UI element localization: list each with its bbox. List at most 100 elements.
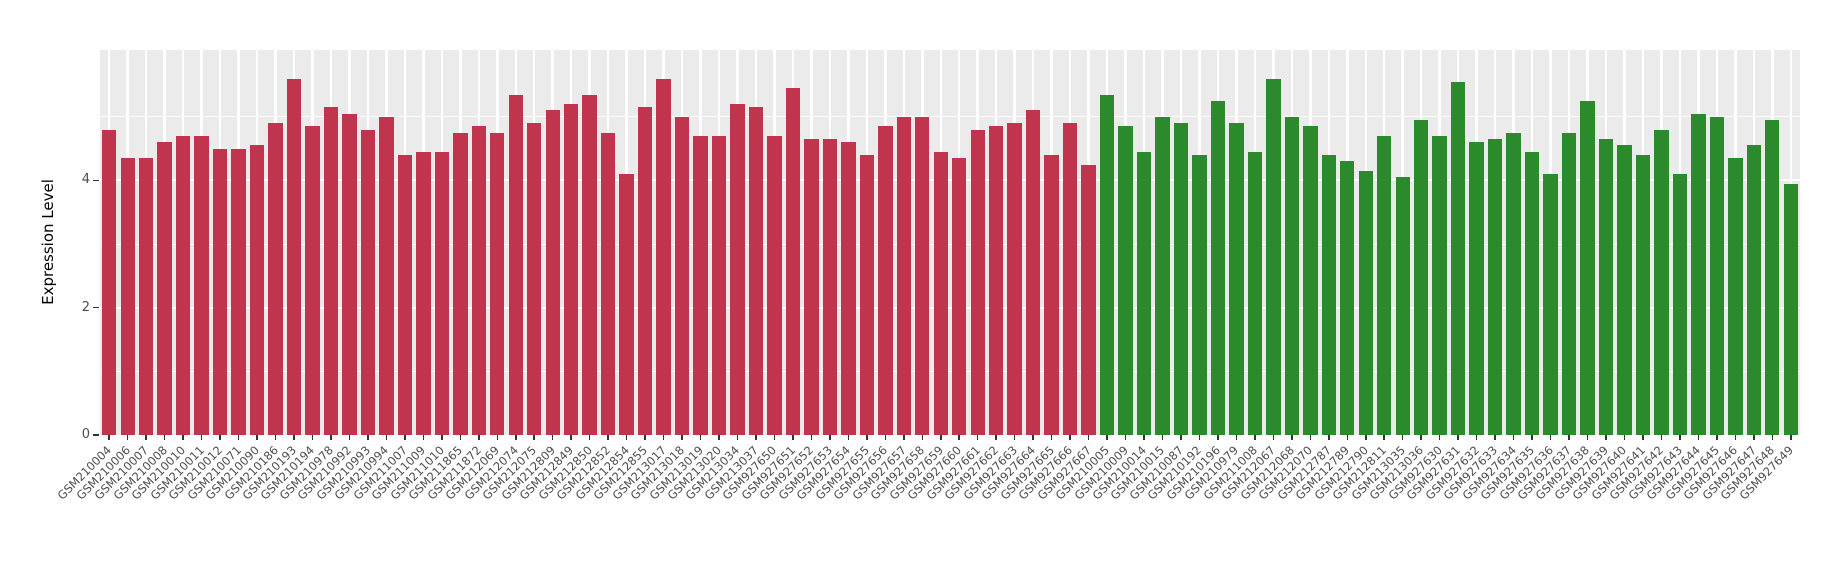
x-tick-mark bbox=[1291, 435, 1293, 440]
x-tick-mark bbox=[404, 435, 406, 440]
x-tick-mark bbox=[884, 435, 887, 440]
bar bbox=[1580, 100, 1595, 435]
y-tick-label: 0 bbox=[81, 427, 90, 442]
x-tick-mark bbox=[108, 435, 110, 440]
bar bbox=[1450, 81, 1466, 435]
bar bbox=[212, 148, 228, 435]
bar bbox=[1395, 177, 1410, 435]
bar bbox=[490, 132, 505, 435]
x-tick-mark bbox=[1106, 435, 1108, 440]
bar bbox=[231, 148, 246, 435]
x-tick-mark bbox=[570, 435, 572, 440]
bar bbox=[1765, 120, 1780, 435]
gridline-horizontal-minor bbox=[100, 243, 1800, 245]
x-tick-mark bbox=[182, 435, 184, 440]
x-tick-mark bbox=[958, 435, 960, 440]
x-tick-mark bbox=[330, 435, 332, 440]
x-tick-mark bbox=[1660, 435, 1663, 440]
bar bbox=[637, 107, 653, 435]
bar bbox=[563, 104, 579, 435]
x-tick-mark bbox=[551, 435, 554, 440]
x-tick-mark bbox=[1512, 435, 1515, 440]
bar bbox=[1691, 113, 1706, 435]
bar bbox=[693, 135, 708, 435]
bar bbox=[508, 94, 523, 435]
x-tick-mark bbox=[1475, 435, 1478, 440]
x-tick-mark bbox=[311, 435, 314, 440]
x-tick-mark bbox=[866, 435, 868, 440]
y-tick-label: 2 bbox=[81, 299, 90, 315]
bar bbox=[138, 158, 154, 435]
bar bbox=[1340, 161, 1355, 435]
bar bbox=[1561, 132, 1577, 435]
x-tick-mark bbox=[1069, 435, 1071, 440]
x-tick-mark bbox=[995, 435, 997, 440]
x-tick-mark bbox=[1734, 435, 1737, 440]
bar bbox=[434, 151, 450, 435]
bar bbox=[1377, 135, 1392, 435]
bar bbox=[1413, 120, 1429, 435]
bar bbox=[1099, 94, 1115, 435]
x-tick-mark bbox=[662, 435, 665, 440]
x-tick-mark bbox=[1254, 435, 1256, 440]
y-tick-mark bbox=[93, 434, 99, 436]
y-tick-mark bbox=[93, 179, 99, 182]
bar bbox=[1062, 123, 1078, 435]
bar bbox=[988, 126, 1004, 435]
bar bbox=[1007, 123, 1022, 435]
x-tick-mark bbox=[1753, 435, 1755, 440]
bar bbox=[1543, 174, 1558, 435]
x-tick-mark bbox=[441, 435, 443, 440]
bar bbox=[194, 135, 209, 435]
x-tick-mark bbox=[1383, 435, 1385, 440]
x-tick-mark bbox=[1124, 435, 1127, 440]
x-tick-mark bbox=[1309, 435, 1312, 440]
bar bbox=[1284, 116, 1300, 435]
bar bbox=[1598, 139, 1614, 435]
bar bbox=[915, 116, 930, 435]
bar bbox=[102, 129, 117, 435]
x-tick-mark bbox=[163, 435, 166, 440]
x-tick-mark bbox=[1605, 435, 1607, 440]
bar bbox=[859, 155, 875, 435]
x-tick-mark bbox=[1401, 435, 1404, 440]
x-tick-mark bbox=[1161, 435, 1164, 440]
x-tick-mark bbox=[829, 435, 831, 440]
gridline-horizontal-major bbox=[100, 306, 1800, 309]
bar bbox=[1266, 78, 1281, 435]
bar bbox=[527, 123, 542, 435]
x-tick-mark bbox=[1198, 435, 1201, 440]
x-tick-mark bbox=[145, 435, 147, 440]
bar bbox=[804, 139, 819, 435]
bar bbox=[1210, 100, 1226, 435]
x-tick-mark bbox=[459, 435, 462, 440]
x-tick-mark bbox=[515, 435, 517, 440]
bar bbox=[1635, 155, 1651, 435]
bar bbox=[970, 129, 985, 435]
bar bbox=[1746, 145, 1761, 435]
bar bbox=[157, 142, 172, 435]
bar bbox=[822, 139, 838, 435]
x-tick-mark bbox=[1642, 435, 1644, 440]
bar bbox=[656, 78, 671, 435]
bar bbox=[878, 126, 893, 435]
bar bbox=[323, 107, 339, 435]
x-tick-mark bbox=[940, 435, 942, 440]
x-tick-mark bbox=[718, 435, 720, 440]
x-tick-mark bbox=[1697, 435, 1700, 440]
x-tick-mark bbox=[422, 435, 425, 440]
x-tick-mark bbox=[903, 435, 905, 440]
bar bbox=[767, 135, 782, 435]
bar bbox=[1155, 116, 1170, 435]
bar bbox=[1358, 170, 1373, 435]
x-tick-mark bbox=[1217, 435, 1219, 440]
bar bbox=[1118, 126, 1133, 435]
x-tick-mark bbox=[478, 435, 480, 440]
bar bbox=[379, 116, 394, 435]
x-tick-mark bbox=[699, 435, 702, 440]
x-tick-mark bbox=[1623, 435, 1626, 440]
bar bbox=[397, 155, 413, 435]
bar bbox=[785, 88, 801, 435]
x-tick-mark bbox=[588, 435, 591, 440]
